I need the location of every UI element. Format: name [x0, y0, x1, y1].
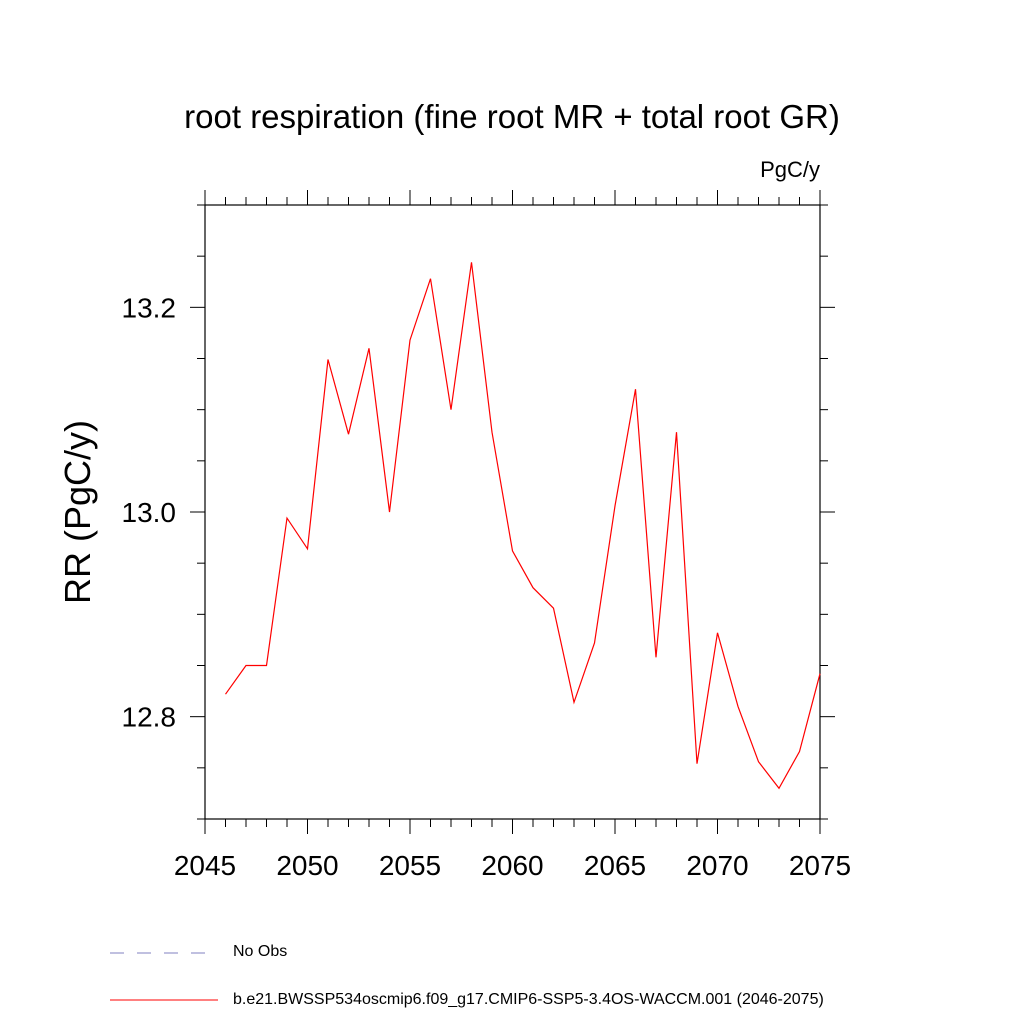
chart-title: root respiration (fine root MR + total r…	[184, 98, 840, 135]
legend-label-no-obs: No Obs	[233, 943, 288, 960]
y-tick-label: 12.8	[122, 702, 177, 733]
x-tick-label: 2065	[584, 850, 646, 881]
x-tick-label: 2075	[789, 850, 851, 881]
legend-label-series: b.e21.BWSSP534oscmip6.f09_g17.CMIP6-SSP5…	[233, 991, 824, 1008]
y-tick-label: 13.0	[122, 497, 177, 528]
x-tick-label: 2060	[481, 850, 543, 881]
x-tick-label: 2055	[379, 850, 441, 881]
x-tick-label: 2050	[276, 850, 338, 881]
units-label: PgC/y	[760, 157, 820, 182]
plot-frame	[204, 204, 821, 820]
y-tick-label: 13.2	[122, 292, 177, 323]
x-tick-label: 2070	[686, 850, 748, 881]
series-line	[225, 262, 821, 790]
y-axis-label: RR (PgC/y)	[57, 419, 98, 605]
x-tick-label: 2045	[174, 850, 236, 881]
